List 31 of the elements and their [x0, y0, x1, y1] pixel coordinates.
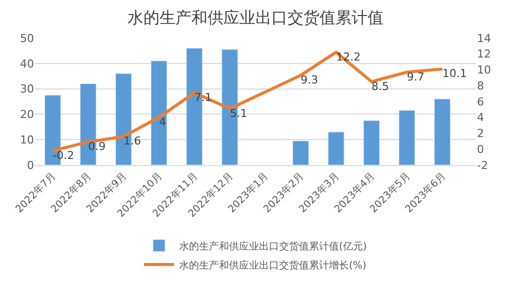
y2-tick-label: 12	[477, 48, 491, 61]
bar	[398, 110, 416, 165]
chart-title: 水的生产和供应业出口交货值累计值	[128, 8, 384, 27]
y2-tick-label: 0	[477, 142, 484, 156]
y2-tick-label: 10	[477, 64, 491, 77]
y-tick-label: 0	[27, 158, 34, 172]
y-tick-label: 10	[20, 133, 34, 146]
y2-tick-label: 14	[477, 32, 491, 45]
data-label: 4	[158, 116, 166, 129]
data-label: 10.1	[442, 67, 467, 80]
legend-label: 水的生产和供应业出口交货值累计值(亿元)	[179, 240, 367, 252]
data-label: 8.5	[372, 80, 390, 93]
y2-tick-label: 8	[477, 79, 484, 92]
bar	[363, 120, 380, 165]
y-tick-label: 30	[20, 82, 34, 96]
y-tick-label: 40	[20, 57, 34, 70]
data-label: 7.1	[194, 91, 212, 104]
y2-tick-label: 6	[477, 95, 484, 108]
y2-tick-label: -2	[477, 158, 488, 172]
data-label: 9.3	[300, 74, 318, 87]
bar	[292, 140, 309, 165]
bar	[328, 132, 344, 165]
legend-label: 水的生产和供应业出口交货值累计增长(%)	[179, 259, 366, 272]
data-label: 9.7	[406, 70, 424, 84]
y2-tick-label: 2	[477, 127, 484, 140]
y-tick-label: 20	[20, 108, 34, 122]
line-series	[51, 50, 444, 152]
bar	[434, 98, 451, 165]
bar	[150, 60, 168, 165]
y-tick-label: 50	[20, 32, 34, 45]
y2-tick-label: 4	[477, 111, 484, 124]
